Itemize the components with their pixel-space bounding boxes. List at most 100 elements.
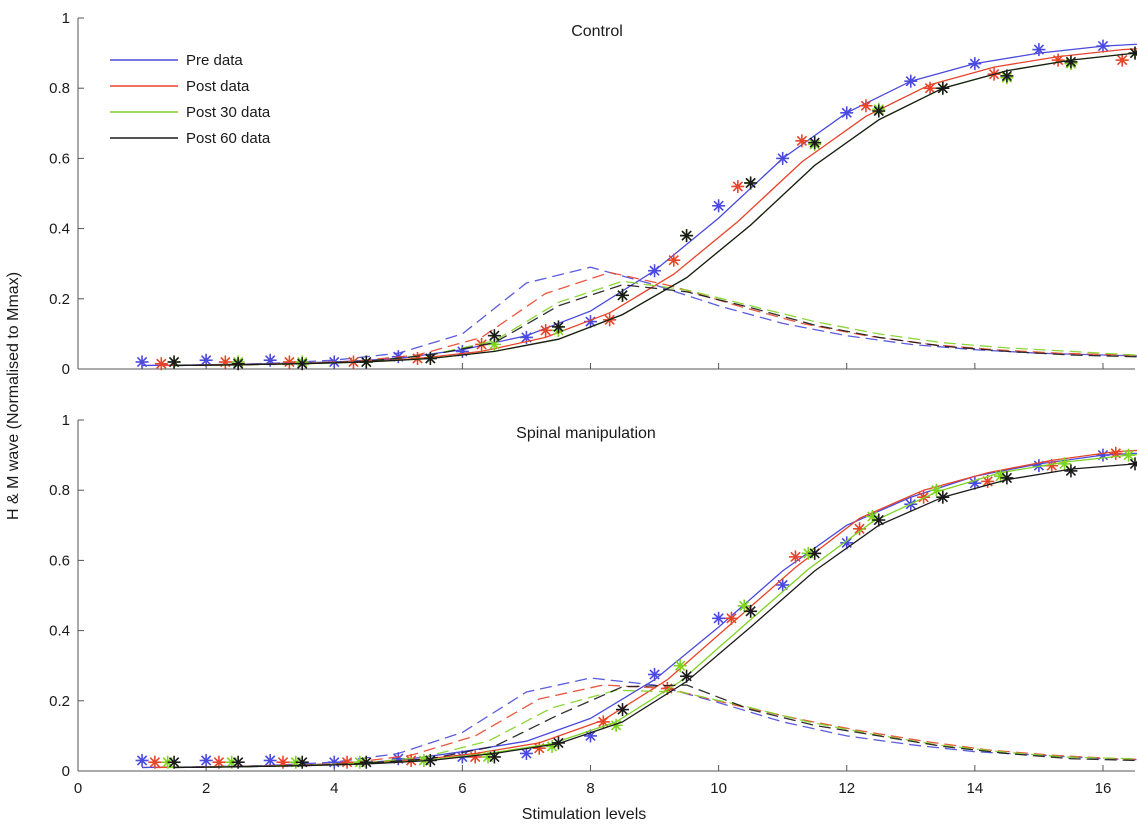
x-tick-label: 2 bbox=[202, 780, 210, 797]
data-point-marker bbox=[424, 754, 437, 767]
data-point-marker bbox=[936, 491, 949, 504]
h-wave-fit-line bbox=[161, 273, 1137, 366]
data-point-marker bbox=[712, 612, 725, 625]
data-point-marker bbox=[276, 756, 289, 769]
y-tick-label: 0.4 bbox=[49, 623, 70, 640]
y-tick-label: 0.2 bbox=[49, 693, 70, 710]
y-tick-label: 1 bbox=[62, 412, 70, 429]
data-point-marker bbox=[1000, 471, 1013, 484]
y-tick-label: 1 bbox=[62, 10, 70, 27]
m-wave-fit-line bbox=[174, 50, 1137, 366]
data-point-marker bbox=[968, 57, 981, 70]
series-post-data bbox=[155, 43, 1137, 370]
x-tick-label: 4 bbox=[330, 780, 338, 797]
data-point-marker bbox=[155, 357, 168, 370]
data-point-marker bbox=[789, 550, 802, 563]
data-point-marker bbox=[648, 668, 661, 681]
data-point-marker bbox=[1064, 55, 1077, 68]
x-tick-label: 14 bbox=[967, 780, 984, 797]
series-pre-data bbox=[136, 445, 1137, 769]
x-axis-title: Stimulation levels bbox=[522, 806, 647, 823]
h-wave-fit-line bbox=[142, 678, 1137, 768]
legend-item: Post data bbox=[110, 78, 250, 95]
series-post-60-data bbox=[168, 43, 1137, 370]
data-point-marker bbox=[776, 152, 789, 165]
data-point-marker bbox=[296, 756, 309, 769]
x-tick-label: 0 bbox=[74, 780, 82, 797]
data-point-marker bbox=[1045, 459, 1058, 472]
data-point-marker bbox=[360, 756, 373, 769]
legend-label: Post 60 data bbox=[186, 130, 271, 147]
data-point-marker bbox=[648, 264, 661, 277]
x-tick-label: 6 bbox=[458, 780, 466, 797]
y-tick-label: 0.4 bbox=[49, 221, 70, 238]
data-point-marker bbox=[136, 355, 149, 368]
data-point-marker bbox=[712, 199, 725, 212]
data-point-marker bbox=[776, 578, 789, 591]
x-tick-label: 16 bbox=[1095, 780, 1112, 797]
data-point-marker bbox=[232, 756, 245, 769]
data-point-marker bbox=[424, 352, 437, 365]
h-wave-fit-line bbox=[155, 685, 1137, 768]
data-point-marker bbox=[667, 254, 680, 267]
series-post-30-data bbox=[168, 40, 1137, 369]
y-tick-label: 0.8 bbox=[49, 482, 70, 499]
series-post-data bbox=[148, 440, 1137, 769]
data-point-marker bbox=[731, 180, 744, 193]
h-wave-fit-line bbox=[168, 690, 1137, 767]
h-wave-fit-line bbox=[142, 267, 1137, 365]
data-point-marker bbox=[232, 357, 245, 370]
legend-label: Pre data bbox=[186, 52, 243, 69]
m-wave-fit-line bbox=[155, 448, 1137, 767]
data-point-marker bbox=[341, 756, 354, 769]
y-tick-label: 0.8 bbox=[49, 80, 70, 97]
data-point-marker bbox=[168, 756, 181, 769]
data-point-marker bbox=[674, 659, 687, 672]
series-post-60-data bbox=[168, 454, 1137, 769]
data-point-marker bbox=[539, 324, 552, 337]
panel-0-series bbox=[136, 36, 1137, 370]
m-wave-fit-line bbox=[168, 452, 1137, 768]
data-point-marker bbox=[283, 355, 296, 368]
data-point-marker bbox=[872, 105, 885, 118]
m-wave-fit-line bbox=[174, 460, 1137, 767]
legend-label: Post 30 data bbox=[186, 104, 271, 121]
data-point-marker bbox=[744, 176, 757, 189]
data-point-marker bbox=[328, 756, 341, 769]
data-point-marker bbox=[1122, 449, 1135, 462]
x-tick-label: 8 bbox=[586, 780, 594, 797]
data-point-marker bbox=[264, 754, 277, 767]
data-point-marker bbox=[1032, 43, 1045, 56]
y-tick-label: 0.2 bbox=[49, 291, 70, 308]
data-point-marker bbox=[552, 736, 565, 749]
data-point-marker bbox=[936, 82, 949, 95]
data-point-marker bbox=[616, 703, 629, 716]
data-point-marker bbox=[808, 547, 821, 560]
data-point-marker bbox=[148, 756, 161, 769]
data-layer bbox=[136, 36, 1137, 769]
data-point-marker bbox=[136, 754, 149, 767]
m-wave-fit-line bbox=[142, 43, 1137, 366]
data-point-marker bbox=[680, 229, 693, 242]
h-wave-fit-line bbox=[174, 281, 1137, 365]
y-axis-title: H & M wave (Normalised to Mmax) bbox=[5, 272, 22, 520]
data-point-marker bbox=[1052, 54, 1065, 67]
data-point-marker bbox=[219, 355, 232, 368]
legend-item: Post 30 data bbox=[110, 104, 271, 121]
legend: Pre data Post data Post 30 data Post 60 dat… bbox=[110, 52, 271, 147]
data-point-marker bbox=[853, 522, 866, 535]
data-point-marker bbox=[488, 750, 501, 763]
data-point-marker bbox=[1000, 69, 1013, 82]
data-point-marker bbox=[917, 491, 930, 504]
data-point-marker bbox=[200, 754, 213, 767]
panel-1-series bbox=[136, 440, 1137, 769]
y-tick-label: 0 bbox=[62, 763, 70, 780]
data-point-marker bbox=[808, 136, 821, 149]
data-point-marker bbox=[795, 134, 808, 147]
data-point-marker bbox=[904, 75, 917, 88]
legend-label: Post data bbox=[186, 78, 250, 95]
data-point-marker bbox=[360, 355, 373, 368]
data-point-marker bbox=[488, 329, 501, 342]
